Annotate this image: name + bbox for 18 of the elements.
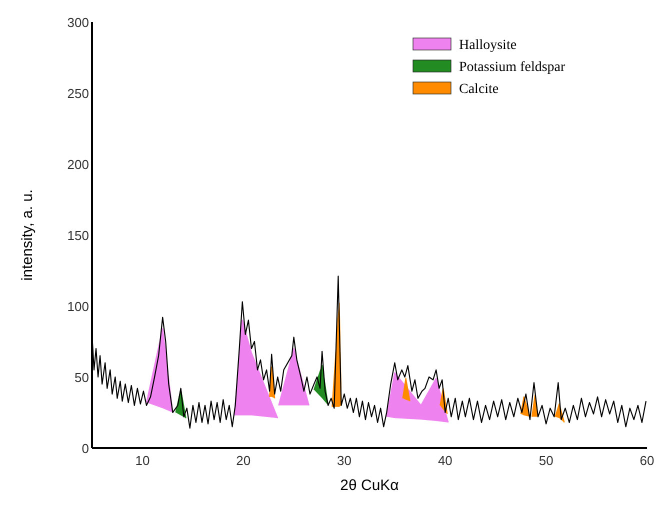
x-axis-title: 2θ CuKα [340, 477, 400, 494]
x-tick-label: 20 [236, 453, 251, 468]
x-tick-label: 40 [438, 453, 452, 468]
x-tick-label: 30 [337, 453, 352, 468]
y-tick-label: 100 [67, 299, 89, 314]
legend-label: Halloysite [459, 38, 517, 53]
x-tick-label: 10 [135, 453, 150, 468]
y-axis-title: intensity, a. u. [19, 189, 36, 281]
y-tick-label: 250 [67, 86, 89, 101]
y-tick-label: 300 [67, 15, 89, 30]
x-tick-label: 50 [538, 453, 554, 468]
y-tick-label: 200 [67, 157, 89, 172]
legend-label: Calcite [459, 82, 499, 97]
y-tick-label: 0 [82, 441, 89, 456]
legend-label: Potassium feldspar [459, 60, 566, 75]
y-tick-label: 150 [67, 228, 89, 243]
y-tick-label: 50 [74, 370, 89, 385]
x-tick-label: 60 [640, 453, 654, 468]
